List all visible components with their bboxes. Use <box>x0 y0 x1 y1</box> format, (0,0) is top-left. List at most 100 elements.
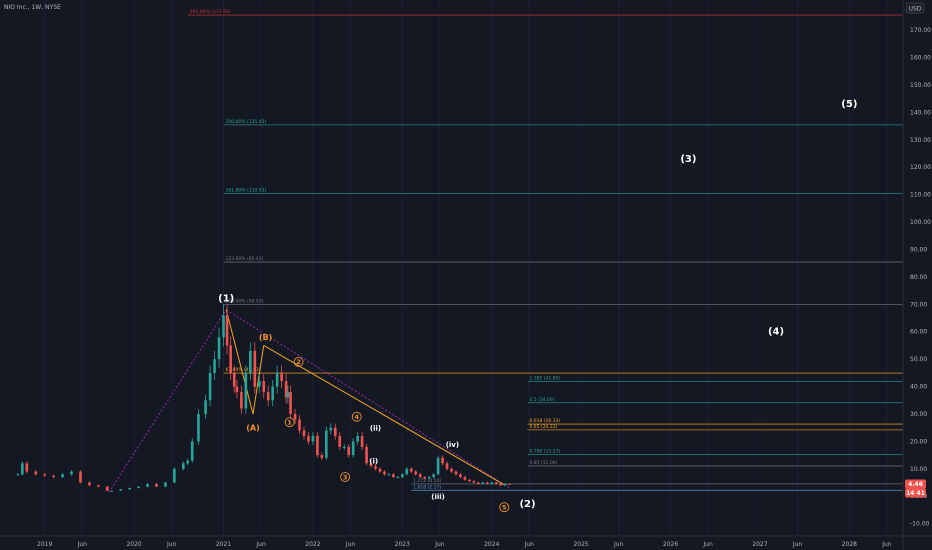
price-bar <box>240 392 243 409</box>
wave-circle-label: 4 <box>354 413 359 421</box>
price-bar <box>329 427 333 431</box>
fib-level-label: 200.00% (135.45) <box>226 119 267 125</box>
wave-circle-marker <box>499 502 510 513</box>
x-axis: 2019 Jun 2020 Jun 2021 Jun 2022 Jun 2023 Jun 2024 J… <box>0 535 932 548</box>
x-tick-label: 2019 <box>37 541 52 548</box>
trend-line <box>108 309 227 493</box>
price-bar <box>88 482 91 486</box>
price-bar <box>333 427 337 436</box>
price-bar <box>119 489 122 491</box>
fib-level-label: 0.5 (34.09) <box>529 397 554 403</box>
price-bar <box>52 475 55 478</box>
price-bar <box>257 381 261 387</box>
price-bar <box>347 446 350 456</box>
price-bar <box>494 482 498 484</box>
price-bar <box>450 468 453 472</box>
price-bar <box>208 372 212 401</box>
price-bar <box>164 482 167 487</box>
wave-label: (ii) <box>370 424 381 432</box>
x-tick-label: 2025 <box>573 541 588 548</box>
price-bar <box>271 386 274 401</box>
price-bar <box>302 430 306 436</box>
y-axis: -10.000.00010.0020.0030.0040.0050.0060.0… <box>902 0 931 550</box>
wave-label: (B) <box>259 333 272 342</box>
fib-level-label: 0.85 (11.06) <box>529 460 557 466</box>
y-tick-label: -10.00 <box>910 521 930 528</box>
x-tick-label: Jun <box>613 541 624 548</box>
price-badges: 4.46 14 41 <box>905 479 926 498</box>
y-tick-label: 80.00 <box>910 274 927 281</box>
y-tick-label: 70.00 <box>910 301 927 308</box>
x-tick-label: 2026 <box>663 541 678 548</box>
currency-button[interactable] <box>905 2 925 14</box>
price-bar <box>298 419 301 431</box>
wave-label: (i) <box>369 457 378 465</box>
price-bar <box>311 435 315 442</box>
x-tick-label: Jun <box>702 541 713 548</box>
price-bar <box>459 474 462 478</box>
price-bar <box>222 315 225 338</box>
y-tick-label: 130.00 <box>910 137 931 144</box>
fib-level-label: 0.65 (24.22) <box>529 424 557 430</box>
wave-label: (iv) <box>446 441 459 449</box>
price-bar <box>499 483 502 486</box>
price-bar <box>427 477 431 479</box>
price-bar <box>16 474 20 476</box>
price-bar <box>217 337 221 360</box>
fib-level-label: 1.382 (41.85) <box>529 376 560 382</box>
price-bar <box>490 482 494 484</box>
wave-circle-marker <box>340 472 351 483</box>
x-tick-label: Jun <box>524 541 535 548</box>
wave-circle-label: 1 <box>287 419 292 427</box>
x-tick-label: Jun <box>434 541 445 548</box>
currency-label: USD <box>909 6 922 13</box>
y-tick-label: 50.00 <box>910 356 927 363</box>
price-bar <box>445 463 449 469</box>
price-badge-label: 4.46 <box>908 481 923 488</box>
price-bar <box>235 386 239 393</box>
price-bar <box>253 350 257 387</box>
wave-labels: (1)(2)(3)(4)(5)(A)(B)(i)(ii)(iii)(iv)123… <box>218 99 857 513</box>
fib-level-label: 1.272 (4.50) <box>413 478 441 484</box>
price-bar <box>105 486 109 491</box>
price-bar <box>414 471 418 475</box>
y-tick-label: 20.00 <box>910 438 927 445</box>
y-tick-label: 140.00 <box>910 109 931 116</box>
fib-level-label: 123.60% (85.41) <box>226 256 264 262</box>
price-bar <box>365 446 368 464</box>
price-bar <box>477 482 480 484</box>
price-bar <box>325 430 328 458</box>
x-tick-label: 2028 <box>842 541 857 548</box>
y-tick-label: 60.00 <box>910 329 927 336</box>
price-bar <box>225 315 229 346</box>
y-tick-label: 170.00 <box>910 27 931 34</box>
wave-circle-marker <box>293 356 304 367</box>
price-bar <box>97 485 100 487</box>
price-bar <box>25 463 29 472</box>
price-bar <box>454 471 458 475</box>
price-bar <box>186 460 190 464</box>
price-bar <box>481 482 485 484</box>
price-bar <box>436 457 440 475</box>
wave-label: (3) <box>680 154 696 165</box>
fib-level-label: 100.00% (69.93) <box>226 299 264 305</box>
price-bar <box>387 474 391 476</box>
fib-level-label: 61.80% (44.93) <box>226 367 261 373</box>
wave-label: (5) <box>841 99 857 110</box>
price-badge <box>905 488 926 498</box>
x-tick-label: 2027 <box>752 541 767 548</box>
price-bar <box>503 483 507 486</box>
price-bar <box>378 468 382 472</box>
price-bar <box>229 345 232 373</box>
x-tick-label: 2023 <box>395 541 410 548</box>
price-bar <box>485 482 489 484</box>
symbol-title: NIO Inc., 1W, NYSE <box>4 4 61 11</box>
y-tick-label: 160.00 <box>910 55 931 62</box>
x-tick-label: 2020 <box>126 541 141 548</box>
price-bar <box>173 468 176 483</box>
price-bar <box>110 490 114 492</box>
price-bar <box>293 413 297 420</box>
price-bar <box>418 474 422 478</box>
